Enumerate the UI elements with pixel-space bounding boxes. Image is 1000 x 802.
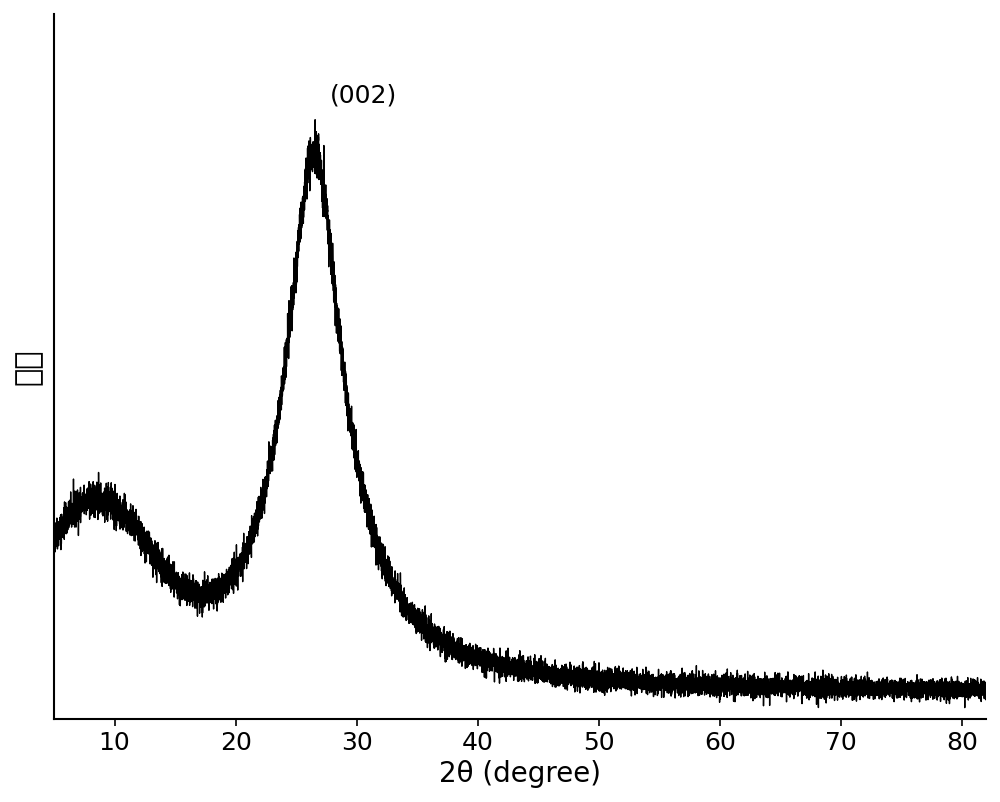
Text: (002): (002) [330,83,397,107]
Y-axis label: 强度: 强度 [14,348,43,385]
X-axis label: 2θ (degree): 2θ (degree) [439,760,601,788]
